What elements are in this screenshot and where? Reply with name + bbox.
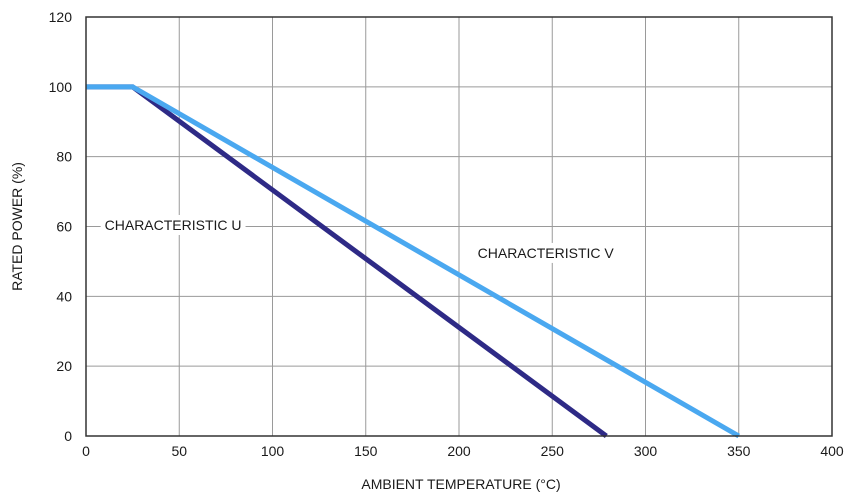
x-tick-label: 400 xyxy=(820,443,844,459)
annotation-background xyxy=(100,214,246,235)
x-tick-label: 0 xyxy=(82,443,90,459)
tick-layer: 0 50 100 150 200 250 300 350 400 0 20 40 60 80 100 120 xyxy=(49,9,844,459)
annotation-label: CHARACTERISTIC V xyxy=(478,245,615,261)
x-tick-label: 150 xyxy=(354,443,378,459)
annotation-label: CHARACTERISTIC U xyxy=(105,217,242,233)
y-tick-label: 20 xyxy=(56,358,72,374)
x-tick-label: 350 xyxy=(727,443,751,459)
y-tick-label: 80 xyxy=(56,149,72,165)
series-layer xyxy=(86,84,740,439)
x-axis-label: AMBIENT TEMPERATURE (°C) xyxy=(361,476,560,492)
y-tick-label: 0 xyxy=(64,428,72,444)
y-tick-label: 120 xyxy=(49,9,73,25)
x-tick-label: 250 xyxy=(541,443,565,459)
annotation-layer: CHARACTERISTIC U CHARACTERISTIC V xyxy=(100,214,619,263)
y-tick-label: 100 xyxy=(49,79,73,95)
x-tick-label: 100 xyxy=(261,443,285,459)
annotation-background xyxy=(473,242,619,263)
y-tick-label: 40 xyxy=(56,288,72,304)
series-line-characteristic-v xyxy=(86,84,740,439)
x-tick-label: 300 xyxy=(634,443,658,459)
x-tick-label: 200 xyxy=(447,443,471,459)
x-tick-label: 50 xyxy=(171,443,187,459)
y-tick-label: 60 xyxy=(56,219,72,235)
plot-frame xyxy=(85,16,833,437)
y-axis-label: RATED POWER (%) xyxy=(9,162,25,291)
